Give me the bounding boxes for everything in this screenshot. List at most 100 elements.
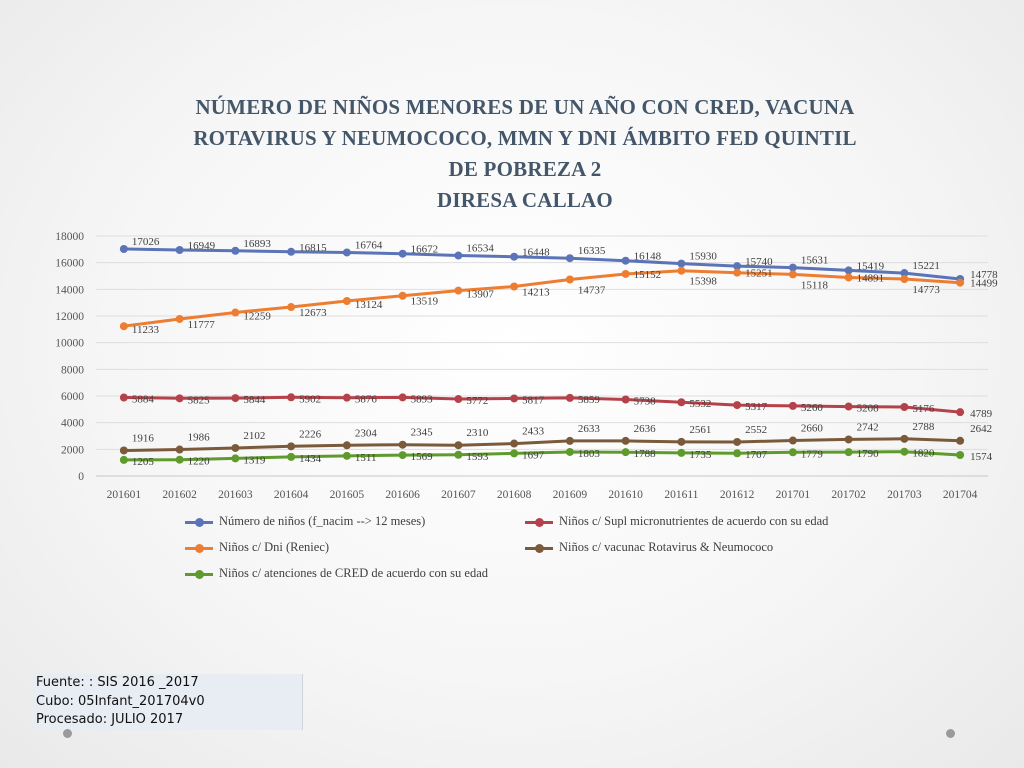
data-label-micronutrientes-201701: 5260 [801,402,824,414]
data-label-micronutrientes-201602: 5825 [188,394,211,406]
point-ninos-201612 [733,262,742,271]
point-vacunas-201703 [900,434,909,443]
data-label-micronutrientes-201702: 5208 [857,403,880,415]
y-tick-label-14000: 14000 [55,284,84,296]
data-label-dni-201605: 13124 [355,299,383,311]
point-micronutrientes-201605 [342,393,351,402]
x-tick-label-201602: 201602 [162,489,197,501]
data-label-cred-201610: 1788 [634,448,657,460]
point-cred-201611 [677,448,686,457]
data-label-micronutrientes-201608: 5817 [522,394,545,406]
point-vacunas-201604 [287,442,296,451]
data-label-cred-201702: 1790 [857,448,880,460]
data-label-dni-201610: 15152 [634,269,662,281]
source-line-cubo: Cubo: 05Infant_201704v0 [36,693,205,709]
point-ninos-201610 [621,256,630,265]
point-micronutrientes-201604 [287,393,296,402]
point-dni-201611 [677,266,686,275]
point-dni-201610 [621,269,630,278]
legend-label-vacunas: Niños c/ vacunac Rotavirus & Neumococo [559,540,774,554]
data-label-ninos-201601: 17026 [132,236,160,248]
point-micronutrientes-201602 [175,394,184,403]
point-cred-201601 [119,455,128,464]
data-label-micronutrientes-201605: 5876 [355,394,378,406]
x-tick-label-201704: 201704 [943,489,978,501]
point-ninos-201611 [677,259,686,268]
chart-title-line-2: ROTAVIRUS Y NEUMOCOCO, MMN Y DNI ÁMBITO … [193,126,857,150]
data-label-cred-201602: 1220 [188,456,211,468]
point-dni-201701 [788,270,797,279]
data-label-dni-201606: 13519 [411,296,439,308]
x-tick-label-201702: 201702 [831,489,866,501]
point-dni-201607 [454,286,463,295]
data-label-ninos-201602: 16949 [188,240,216,252]
data-label-cred-201604: 1434 [299,453,322,465]
y-tick-label-2000: 2000 [61,444,84,456]
point-dni-201603 [231,308,240,317]
point-cred-201702 [844,448,853,457]
point-ninos-201606 [398,249,407,258]
point-micronutrientes-201704 [956,408,965,417]
y-tick-label-6000: 6000 [61,391,84,403]
data-label-vacunas-201607: 2310 [466,427,489,439]
point-ninos-201608 [510,252,519,261]
legend-label-cred: Niños c/ atenciones de CRED de acuerdo c… [219,566,489,580]
data-label-vacunas-201604: 2226 [299,428,322,440]
legend-swatch-dni [185,541,213,555]
data-label-cred-201601: 1205 [132,456,155,468]
point-vacunas-201701 [788,436,797,445]
point-micronutrientes-201702 [844,402,853,411]
data-label-vacunas-201704: 2642 [970,423,992,435]
data-label-cred-201603: 1319 [243,454,266,466]
point-micronutrientes-201603 [231,394,240,403]
point-dni-201702 [844,273,853,282]
point-dni-201703 [900,275,909,284]
point-ninos-201702 [844,266,853,275]
point-vacunas-201610 [621,436,630,445]
data-label-micronutrientes-201612: 5317 [745,401,768,413]
data-label-micronutrientes-201610: 5738 [634,395,657,407]
x-tick-label-201604: 201604 [274,489,309,501]
data-label-dni-201603: 12259 [243,311,271,323]
x-tick-label-201610: 201610 [608,489,643,501]
data-label-ninos-201607: 16534 [466,243,494,255]
point-micronutrientes-201703 [900,402,909,411]
data-label-vacunas-201606: 2345 [411,427,434,439]
x-tick-label-201606: 201606 [385,489,420,501]
data-label-dni-201602: 11777 [188,319,216,331]
data-label-micronutrientes-201611: 5532 [689,398,711,410]
data-label-dni-201701: 15118 [801,279,829,291]
point-ninos-201604 [287,247,296,256]
data-label-ninos-201603: 16893 [243,238,271,250]
data-label-dni-201608: 14213 [522,286,550,298]
point-dni-201604 [287,303,296,312]
data-label-ninos-201610: 16148 [634,251,662,263]
point-ninos-201701 [788,263,797,272]
point-cred-201608 [510,449,519,458]
data-label-vacunas-201701: 2660 [801,423,824,435]
data-label-ninos-201704: 14778 [970,269,998,281]
y-tick-label-10000: 10000 [55,338,84,350]
legend-swatch-ninos [185,515,213,529]
point-vacunas-201609 [565,436,574,445]
chart-title-line-3: DE POBREZA 2 [448,157,602,181]
series-line-ninos [123,247,961,281]
legend-swatch-micronutrientes [525,515,553,529]
data-label-dni-201609: 14737 [578,285,606,297]
data-label-vacunas-201608: 2433 [522,426,545,438]
series-line-cred [123,450,961,462]
legend-label-dni: Niños c/ Dni (Reniec) [219,540,330,554]
point-dni-201608 [510,282,519,291]
point-cred-201607 [454,450,463,459]
point-dni-201602 [175,314,184,323]
data-label-vacunas-201610: 2636 [634,423,657,435]
legend-swatch-cred [185,567,213,581]
data-label-dni-201703: 14773 [912,284,940,296]
data-label-dni-201704: 14499 [970,278,998,290]
slide-bullet-left [63,729,72,738]
data-label-ninos-201701: 15631 [801,255,829,267]
y-tick-label-18000: 18000 [55,231,84,243]
chart-title: NÚMERO DE NIÑOS MENORES DE UN AÑO CON CR… [120,92,930,216]
point-cred-201703 [900,447,909,456]
